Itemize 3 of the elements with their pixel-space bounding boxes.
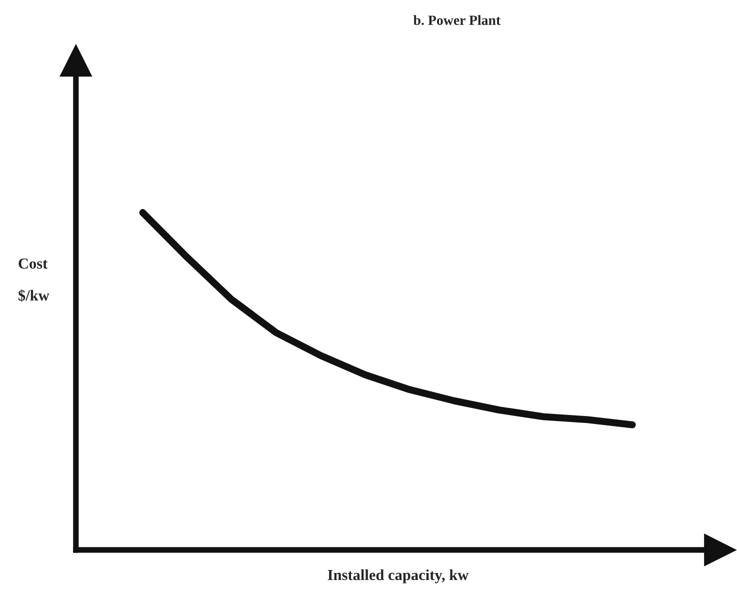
text: Cost $/kw — [18, 258, 50, 302]
chart-title: b. Power Plant — [413, 15, 501, 26]
x-axis-title: Installed capacity, kw — [328, 569, 469, 584]
